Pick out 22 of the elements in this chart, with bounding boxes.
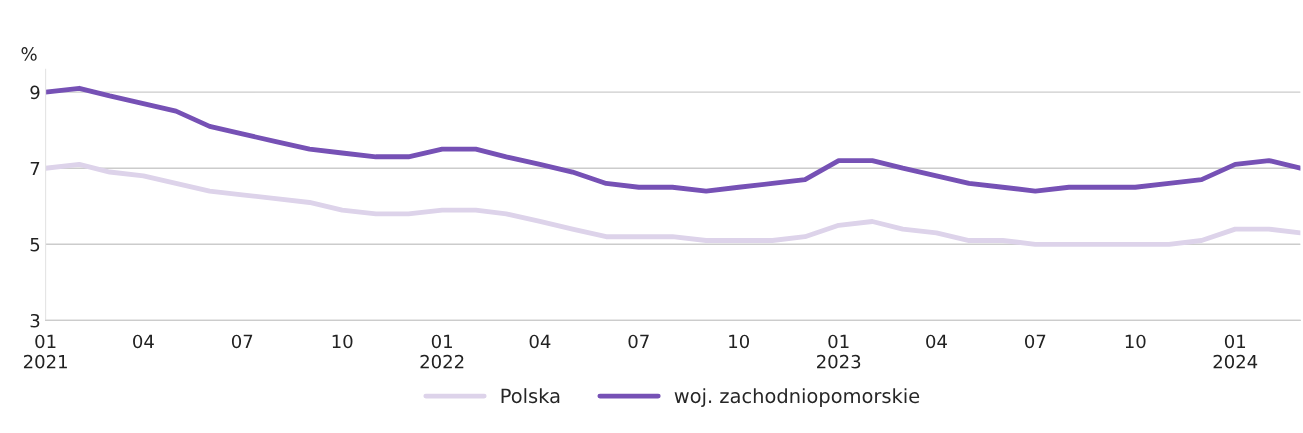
x-tick-label: 10 xyxy=(729,334,750,349)
x-tick-label: 01 2021 xyxy=(23,334,67,369)
line-series xyxy=(45,161,1301,247)
x-tick-label: 10 xyxy=(332,334,353,349)
x-tick-label: 07 xyxy=(1025,334,1046,349)
y-tick-label: 5 xyxy=(30,238,40,252)
x-tick-label: 04 xyxy=(529,334,551,349)
y-axis-title: % xyxy=(21,47,37,61)
x-tick-label: 07 xyxy=(628,334,649,349)
y-tick-label: 7 xyxy=(30,161,40,176)
x-tick-label: 04 xyxy=(133,334,154,349)
x-tick-label: 10 xyxy=(1125,334,1146,349)
x-tick-label: 01 2022 xyxy=(420,334,464,369)
legend-label: Polska xyxy=(501,388,560,404)
x-tick-label: 01 2024 xyxy=(1213,334,1258,369)
y-tick-label: 3 xyxy=(30,313,40,328)
y-tick-label: 9 xyxy=(30,85,40,100)
line-series xyxy=(45,85,1301,194)
x-tick-label: 01 2023 xyxy=(817,334,861,369)
legend-label: woj. zachodniopomorskie xyxy=(674,388,920,407)
x-tick-label: 07 xyxy=(231,334,253,349)
x-tick-label: 04 xyxy=(926,334,947,349)
